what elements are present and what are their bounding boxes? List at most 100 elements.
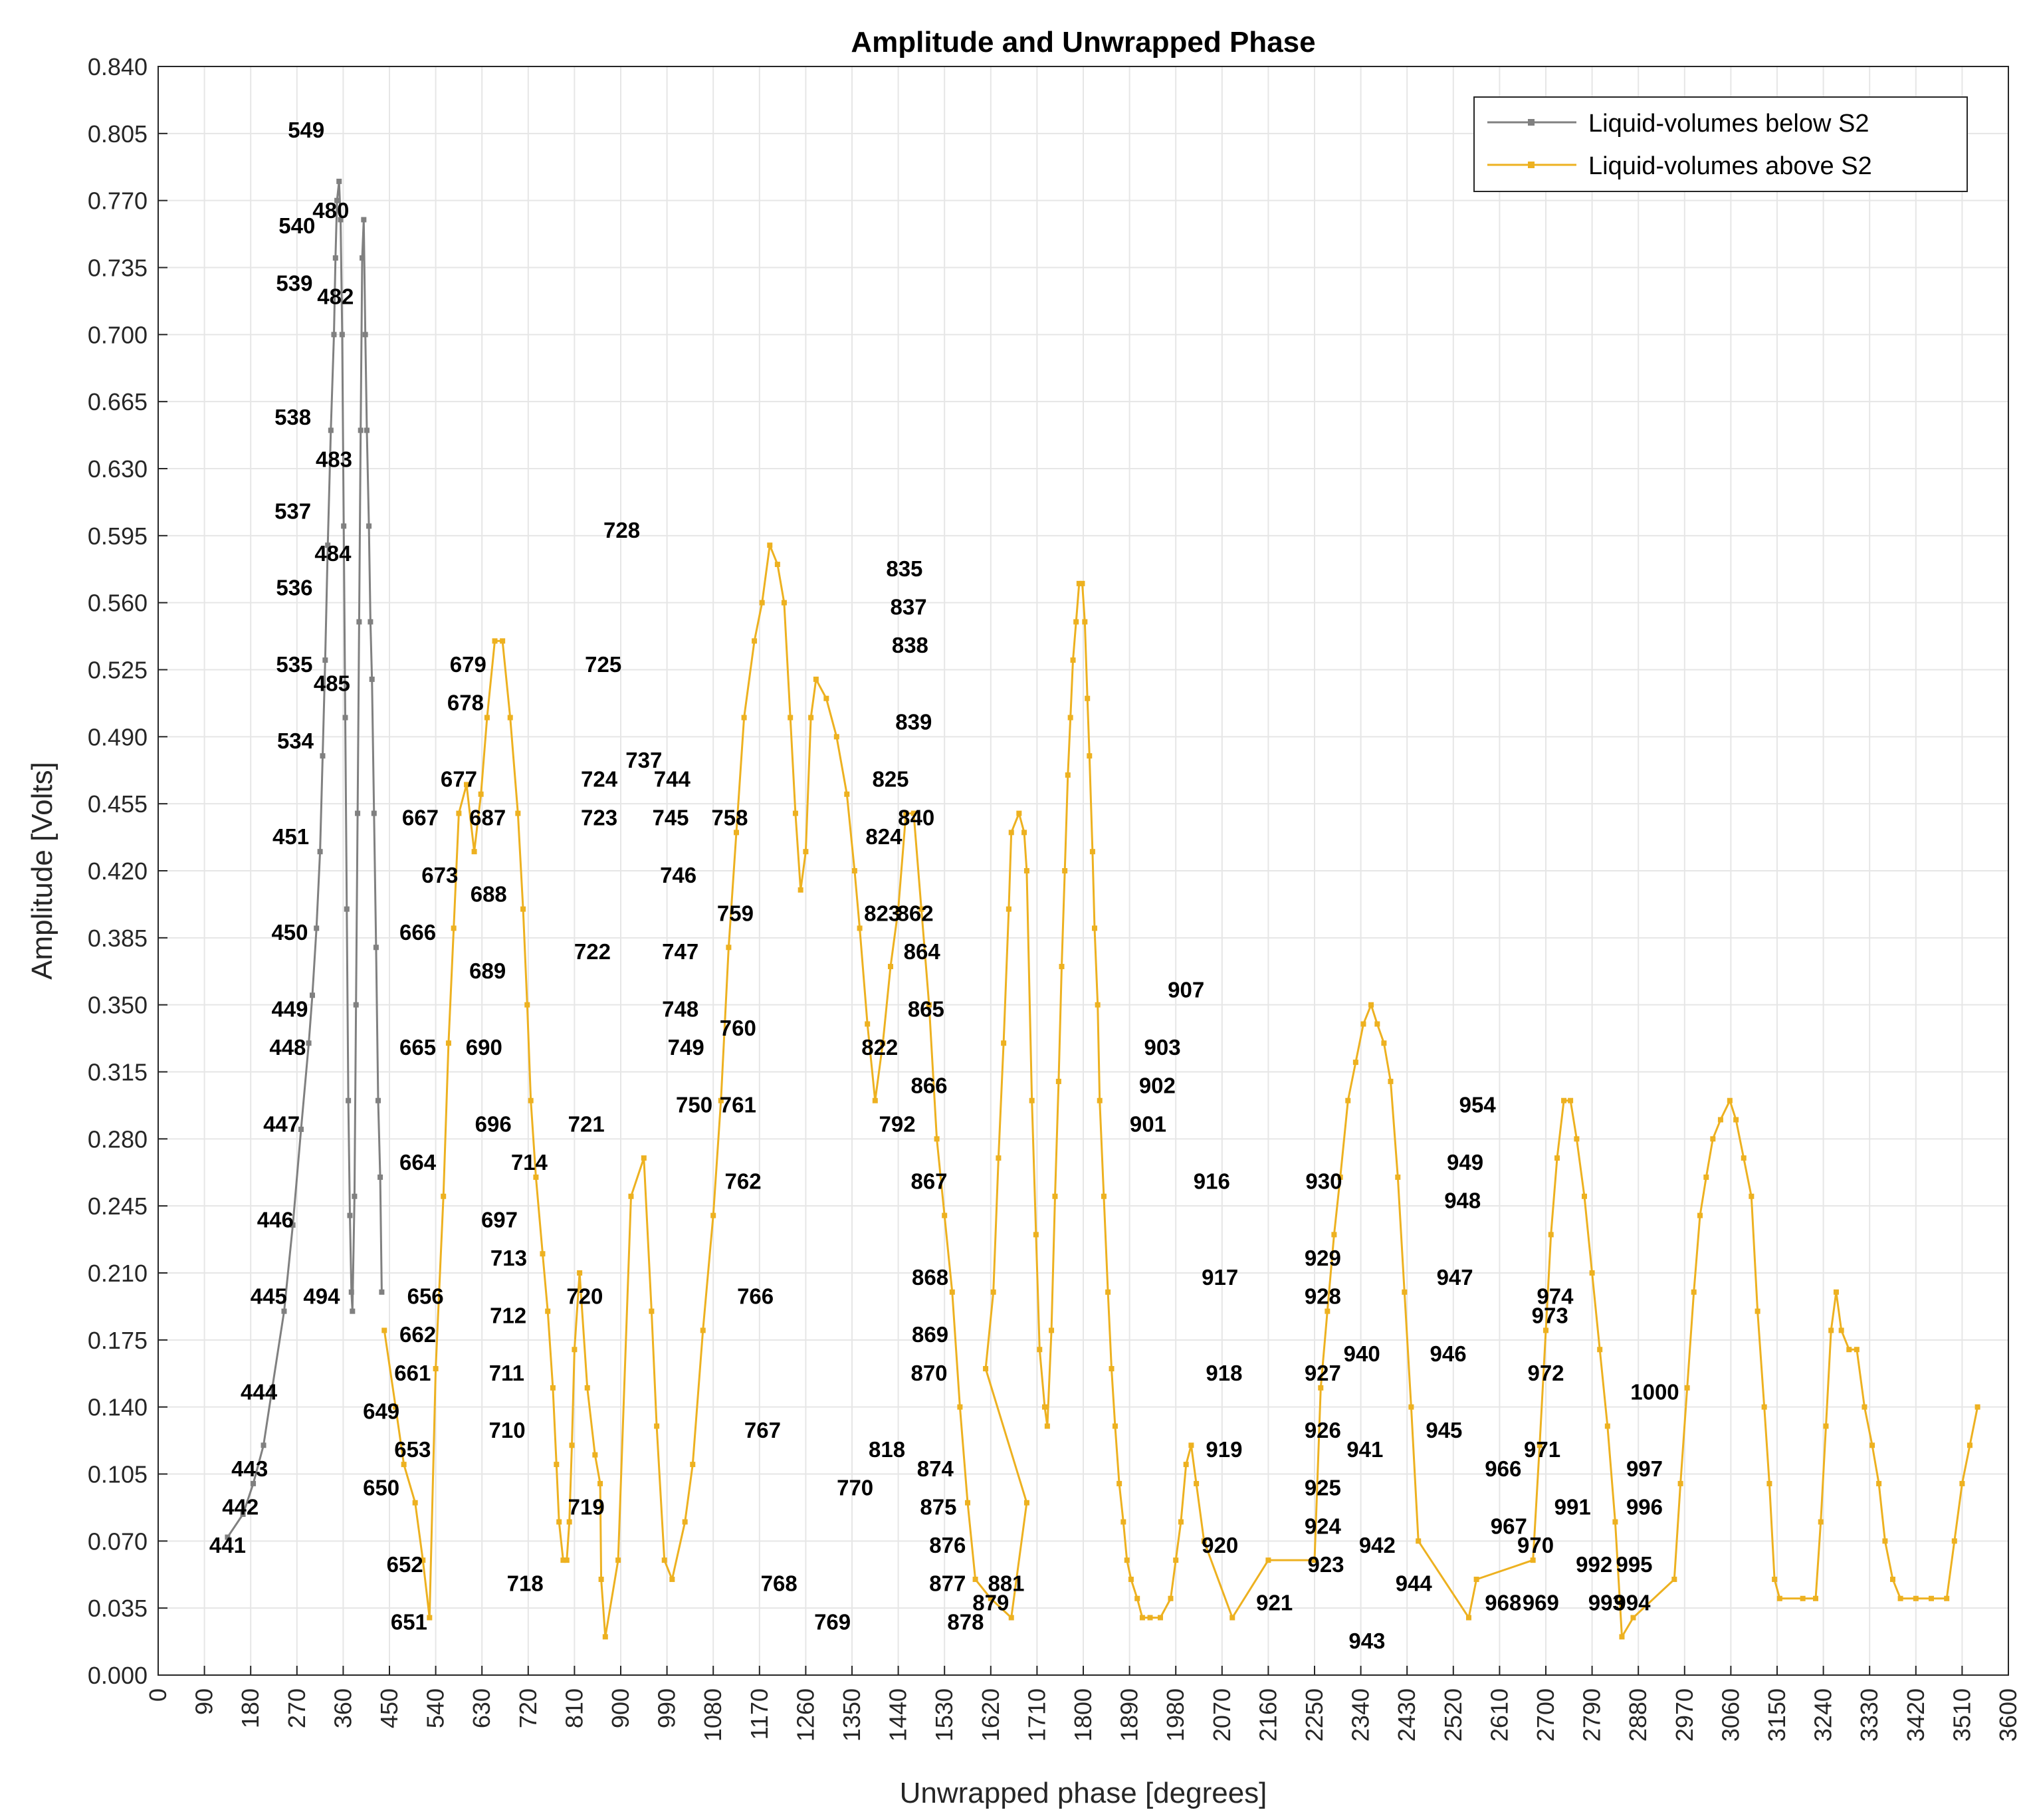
point-label: 924 [1305,1514,1342,1538]
point-label: 540 [278,213,315,238]
data-point-above-s2 [1473,1576,1479,1582]
point-label: 970 [1517,1533,1554,1557]
point-label: 537 [274,499,311,523]
y-tick-label: 0.770 [88,187,148,215]
data-point-above-s2 [808,715,814,721]
data-point-above-s2 [1134,1595,1140,1601]
data-point-below-s2 [298,1126,304,1132]
point-label: 972 [1527,1361,1564,1385]
data-point-above-s2 [1671,1576,1677,1582]
data-point-above-s2 [401,1462,407,1468]
data-point-above-s2 [572,1347,578,1353]
data-point-above-s2 [1318,1385,1324,1391]
point-label: 666 [399,920,436,945]
data-point-above-s2 [1929,1595,1934,1601]
data-point-above-s2 [972,1576,978,1582]
data-point-above-s2 [1854,1347,1860,1353]
point-label: 973 [1532,1303,1568,1327]
data-point-below-s2 [338,217,344,223]
data-point-above-s2 [949,1289,955,1295]
data-point-below-s2 [281,1308,287,1314]
y-tick-label: 0.105 [88,1461,148,1488]
point-label: 690 [466,1035,502,1060]
x-tick-label: 3330 [1856,1688,1883,1742]
point-label: 450 [271,920,308,945]
data-point-above-s2 [1312,1557,1317,1563]
data-point-above-s2 [1838,1327,1844,1333]
data-point-above-s2 [1089,849,1095,855]
data-point-above-s2 [556,1519,562,1525]
data-point-above-s2 [1016,810,1022,816]
data-point-above-s2 [1044,1423,1050,1429]
data-point-above-s2 [569,1442,575,1448]
data-point-above-s2 [934,1136,940,1142]
x-tick-label: 180 [237,1688,264,1728]
point-label: 766 [737,1284,774,1309]
point-label: 747 [662,939,698,964]
data-point-below-s2 [358,427,364,433]
data-point-above-s2 [1147,1615,1153,1621]
point-label: 696 [475,1111,512,1136]
data-point-above-s2 [1554,1155,1560,1161]
data-point-above-s2 [759,600,765,606]
data-point-above-s2 [1568,1097,1574,1103]
point-label: 679 [450,652,486,677]
data-point-above-s2 [1117,1480,1122,1486]
y-tick-label: 0.035 [88,1595,148,1622]
data-point-above-s2 [910,810,916,816]
point-label: 760 [720,1016,756,1040]
y-tick-label: 0.735 [88,255,148,282]
data-point-above-s2 [1772,1576,1778,1582]
point-label: 940 [1344,1341,1380,1366]
point-label: 867 [910,1169,947,1194]
data-point-above-s2 [1158,1615,1163,1621]
data-point-above-s2 [741,715,747,721]
data-point-above-s2 [456,810,462,816]
point-label: 839 [895,709,932,734]
data-point-above-s2 [507,715,513,721]
data-point-above-s2 [1589,1270,1595,1276]
x-tick-label: 1530 [930,1688,958,1742]
y-tick-label: 0.840 [88,53,148,80]
data-point-above-s2 [441,1193,447,1199]
y-axis-label: Amplitude [Volts] [26,762,58,980]
point-label: 441 [209,1533,246,1557]
data-point-above-s2 [649,1308,655,1314]
data-point-above-s2 [528,1097,534,1103]
point-label: 870 [910,1361,947,1385]
x-tick-label: 2790 [1578,1688,1606,1742]
x-tick-label: 1260 [792,1688,819,1742]
x-tick-label: 2250 [1301,1688,1328,1742]
data-point-above-s2 [880,1040,886,1046]
data-point-below-s2 [347,1212,353,1218]
data-point-above-s2 [1967,1442,1972,1448]
data-point-above-s2 [1105,1289,1111,1295]
x-tick-label: 1710 [1023,1688,1050,1742]
x-tick-label: 630 [468,1688,495,1728]
data-point-below-s2 [322,657,328,663]
data-point-below-s2 [251,1480,257,1486]
data-point-above-s2 [1776,1595,1782,1601]
point-label: 687 [469,805,506,830]
data-point-above-s2 [381,1327,387,1333]
data-point-below-s2 [350,1308,356,1314]
data-point-above-s2 [1037,1347,1043,1353]
point-label: 923 [1307,1552,1344,1577]
y-tick-label: 0.315 [88,1059,148,1086]
x-tick-label: 2160 [1254,1688,1281,1742]
data-point-above-s2 [1049,1327,1055,1333]
data-point-above-s2 [584,1385,590,1391]
data-point-below-s2 [320,753,326,759]
data-point-above-s2 [1325,1308,1331,1314]
x-tick-label: 3150 [1763,1688,1790,1742]
data-point-above-s2 [872,1097,878,1103]
x-tick-label: 2610 [1485,1688,1513,1742]
point-label: 876 [929,1533,966,1557]
point-label: 444 [241,1380,278,1405]
point-label: 445 [251,1284,287,1309]
data-point-above-s2 [433,1366,439,1372]
data-point-above-s2 [1085,695,1091,701]
point-label: 864 [904,939,941,964]
point-label: 744 [654,767,691,792]
